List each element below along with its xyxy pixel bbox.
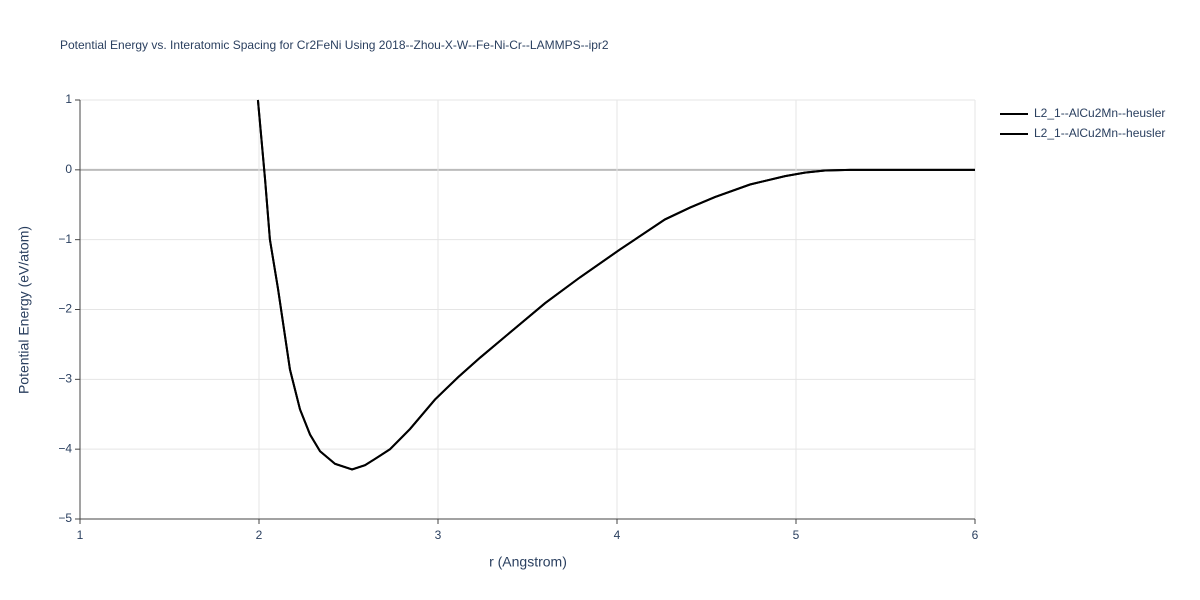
- y-tick-label: −2: [58, 302, 72, 316]
- line-series: [256, 99, 975, 471]
- y-tick-label: −1: [58, 232, 72, 246]
- chart-title: Potential Energy vs. Interatomic Spacing…: [60, 38, 609, 52]
- y-tick-label: −5: [58, 511, 72, 525]
- x-tick-label: 3: [435, 528, 442, 542]
- y-tick-label: −4: [58, 441, 72, 455]
- x-axis-label: r (Angstrom): [489, 554, 567, 570]
- y-tick-label: −3: [58, 372, 72, 386]
- x-tick-label: 4: [614, 528, 621, 542]
- x-tick-label: 1: [77, 528, 84, 542]
- x-tick-label: 6: [972, 528, 979, 542]
- legend-label: L2_1--AlCu2Mn--heusler: [1034, 106, 1165, 120]
- x-tick-label: 5: [793, 528, 800, 542]
- y-tick-label: 1: [65, 92, 72, 106]
- y-tick-label: 0: [65, 162, 72, 176]
- line-series: [256, 99, 975, 471]
- y-axis-label: Potential Energy (eV/atom): [16, 226, 32, 394]
- x-tick-label: 2: [256, 528, 263, 542]
- legend-label: L2_1--AlCu2Mn--heusler: [1034, 126, 1165, 140]
